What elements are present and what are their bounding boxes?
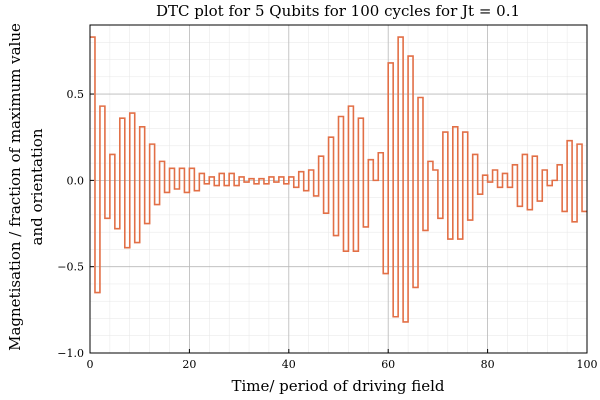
x-tick-label: 100	[577, 358, 598, 371]
x-tick-label: 20	[182, 358, 196, 371]
x-tick-label: 60	[381, 358, 395, 371]
x-tick-label: 80	[481, 358, 495, 371]
y-tick-labels: −1.0 −0.5 0.0 0.5	[57, 88, 84, 360]
y-axis-label-line-2: and orientation	[28, 128, 46, 245]
x-tick-label: 0	[87, 358, 94, 371]
x-tick-label: 40	[282, 358, 296, 371]
y-axis-label-line-1: Magnetisation / fraction of maximum valu…	[6, 23, 24, 351]
plot-frame	[89, 24, 588, 354]
y-tick-label: −0.5	[57, 261, 84, 274]
tick-marks	[89, 93, 588, 354]
x-axis-label: Time/ period of driving field	[231, 377, 444, 395]
y-tick-label: −1.0	[57, 347, 84, 360]
series-line	[90, 36, 587, 323]
y-tick-label: 0.5	[67, 88, 85, 101]
chart-title: DTC plot for 5 Qubits for 100 cycles for…	[156, 2, 520, 20]
x-tick-labels: 0 20 40 60 80 100	[87, 358, 598, 371]
y-tick-label: 0.0	[67, 174, 85, 187]
